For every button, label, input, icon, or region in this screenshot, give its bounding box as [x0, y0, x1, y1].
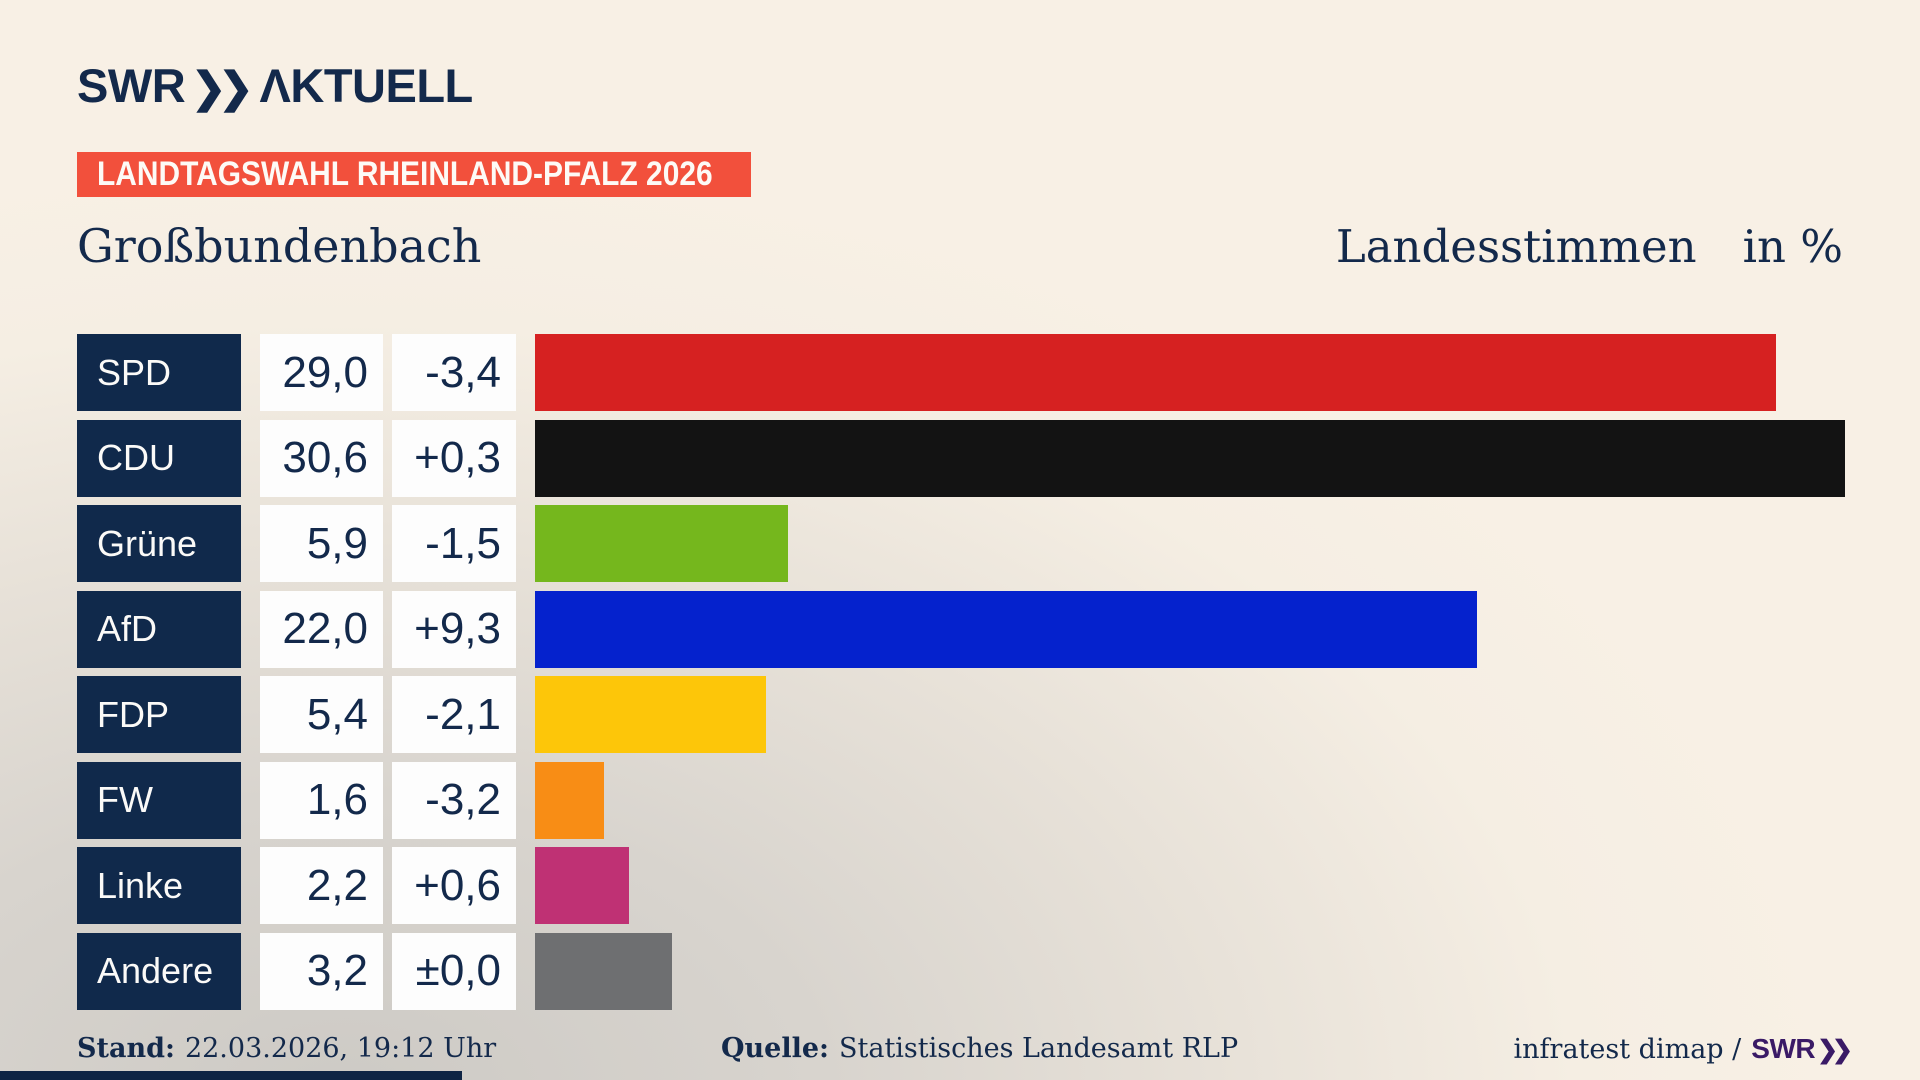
value-cell: 1,6 [260, 761, 383, 839]
value-cell: 29,0 [260, 334, 383, 411]
subtitle-unit-label: in % [1742, 220, 1843, 273]
party-label-cell: Grüne [77, 505, 241, 582]
title-row: Großbundenbach Landesstimmen in % [77, 218, 1843, 274]
change-cell: -3,2 [392, 761, 516, 839]
credit-chevrons-icon: ❯❯ [1817, 1036, 1853, 1064]
party-row: Grüne 5,9 -1,5 [77, 505, 1845, 582]
logo-swr-text: SWR [77, 59, 186, 112]
result-bar [535, 419, 1845, 497]
credit-swr-text: SWR [1751, 1033, 1816, 1064]
result-bar [535, 505, 788, 582]
party-label-cell: FW [77, 761, 241, 839]
party-row: CDU 30,6 +0,3 [77, 419, 1845, 497]
credit-swr-logo: SWR❯❯ [1751, 1033, 1853, 1064]
result-bar [535, 847, 630, 924]
result-bar [535, 932, 673, 1010]
bottom-strip [0, 1071, 462, 1080]
bar-track [535, 676, 1845, 753]
result-bar [535, 590, 1477, 668]
change-cell: -1,5 [392, 505, 516, 582]
value-cell: 2,2 [260, 847, 383, 924]
footer: Stand: 22.03.2026, 19:12 Uhr Quelle: Stati… [0, 1030, 1920, 1068]
party-label-cell: Andere [77, 932, 241, 1010]
results-table: SPD 29,0 -3,4 CDU 30,6 +0,3 Grüne 5,9 -1,5 AfD 22,… [77, 334, 1845, 1010]
logo-chevrons-icon: ❯❯ [191, 64, 253, 111]
bar-track [535, 334, 1845, 411]
bar-track [535, 505, 1845, 582]
change-cell: -2,1 [392, 676, 516, 753]
election-banner-label: LANDTAGSWAHL RHEINLAND-PFALZ 2026 [97, 155, 713, 193]
value-cell: 5,9 [260, 505, 383, 582]
stand-value: 22.03.2026, 19:12 Uhr [184, 1033, 497, 1064]
party-label-cell: Linke [77, 847, 241, 924]
chart-subtitle: Landesstimmen in % [1336, 219, 1843, 275]
party-row: Linke 2,2 +0,6 [77, 847, 1845, 924]
source-label: Quelle: [721, 1033, 829, 1064]
credit-note: infratest dimap / SWR❯❯ [1513, 1030, 1853, 1069]
party-row: FW 1,6 -3,2 [77, 761, 1845, 839]
bar-track [535, 761, 1845, 839]
party-row: AfD 22,0 +9,3 [77, 590, 1845, 668]
bar-track [535, 590, 1845, 668]
party-row: FDP 5,4 -2,1 [77, 676, 1845, 753]
value-cell: 30,6 [260, 419, 383, 497]
credit-text: infratest dimap / [1513, 1034, 1742, 1065]
party-label-cell: CDU [77, 419, 241, 497]
party-row: SPD 29,0 -3,4 [77, 334, 1845, 411]
result-bar [535, 676, 767, 753]
logo-aktuell-text: ΛKTUELL [259, 59, 474, 112]
result-bar [535, 761, 604, 839]
party-row: Andere 3,2 ±0,0 [77, 932, 1845, 1010]
subtitle-measure-label: Landesstimmen [1335, 220, 1697, 273]
party-label-cell: SPD [77, 334, 241, 411]
party-label-cell: FDP [77, 676, 241, 753]
source-value: Statistisches Landesamt RLP [839, 1033, 1239, 1064]
stand-timestamp: Stand: 22.03.2026, 19:12 Uhr [77, 1030, 496, 1068]
page-title: Großbundenbach [77, 219, 482, 273]
result-bar [535, 334, 1777, 411]
bar-track [535, 847, 1845, 924]
source-note: Quelle: Statistisches Landesamt RLP [721, 1030, 1238, 1068]
change-cell: +0,3 [392, 419, 516, 497]
election-banner: LANDTAGSWAHL RHEINLAND-PFALZ 2026 [77, 152, 751, 197]
party-label-cell: AfD [77, 590, 241, 668]
value-cell: 22,0 [260, 590, 383, 668]
stand-label: Stand: [77, 1033, 175, 1064]
change-cell: -3,4 [392, 334, 516, 411]
bar-track [535, 419, 1845, 497]
change-cell: +0,6 [392, 847, 516, 924]
value-cell: 3,2 [260, 932, 383, 1010]
change-cell: +9,3 [392, 590, 516, 668]
bar-track [535, 932, 1845, 1010]
change-cell: ±0,0 [392, 932, 516, 1010]
value-cell: 5,4 [260, 676, 383, 753]
swr-aktuell-logo: SWR ❯❯ ΛKTUELL [77, 62, 473, 109]
